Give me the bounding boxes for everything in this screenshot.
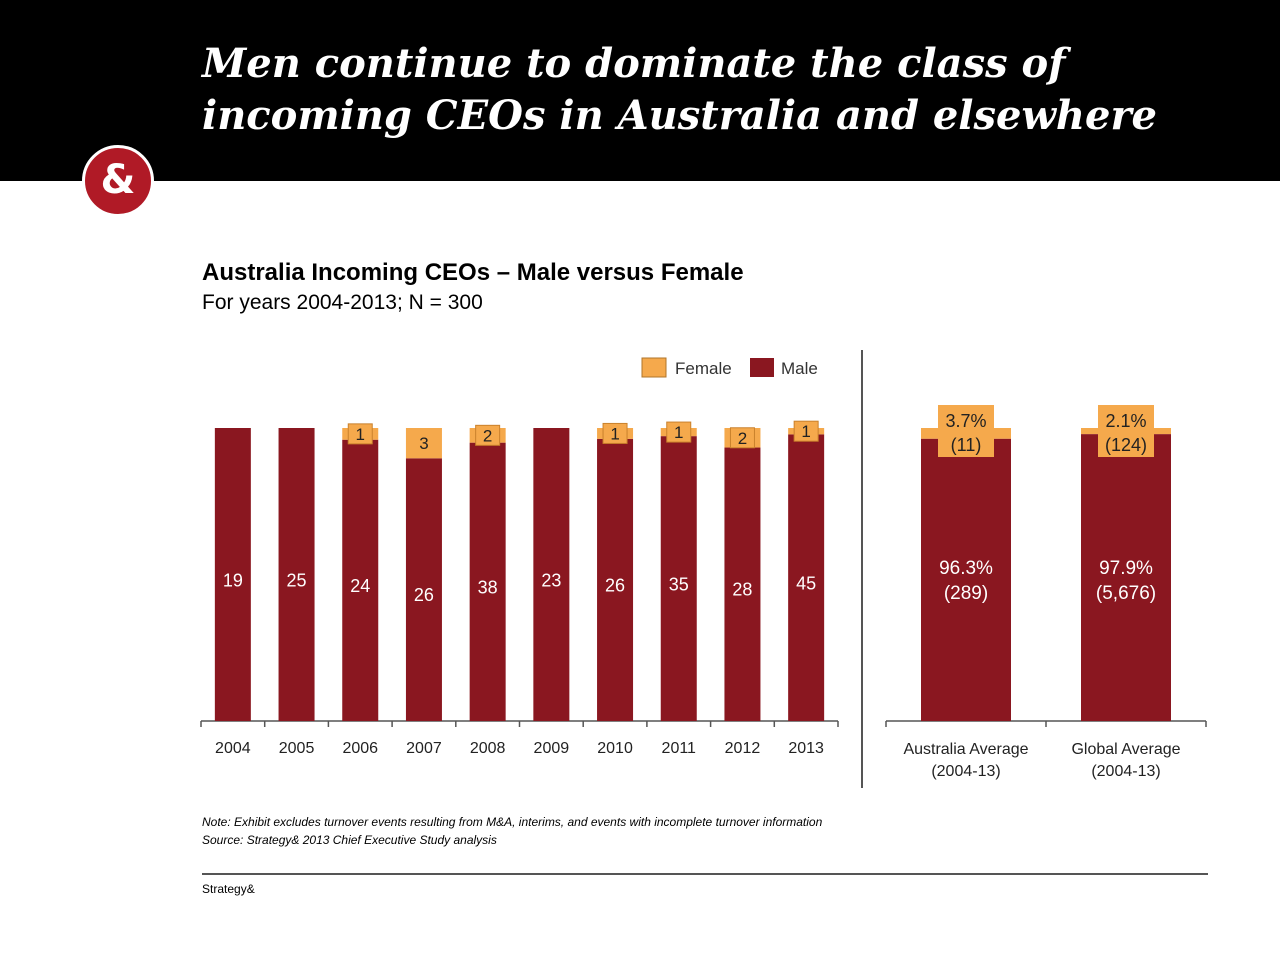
female-label-box-global xyxy=(1098,405,1154,457)
female-label-box-2011 xyxy=(666,421,692,443)
x-tick-label-2007: 2007 xyxy=(406,740,442,757)
bar-male-global xyxy=(1081,434,1171,721)
female-label-box-2012 xyxy=(729,427,755,449)
female-label-box-australia xyxy=(938,405,994,457)
x-tick-label-2013: 2013 xyxy=(788,740,824,757)
male-value-label-2005: 25 xyxy=(287,570,307,590)
yearly-bar-chart: 19 2004 25 2005 1 24 2006 3 26 2007 2 38 2008 23 2009 1… xyxy=(200,420,839,757)
x-tick-label-2008: 2008 xyxy=(470,740,506,757)
legend-label-male: Male xyxy=(781,359,818,378)
male-value-label-2011: 35 xyxy=(669,574,689,594)
bar-male-2008 xyxy=(469,442,506,721)
male-percent-label-global: 97.9% xyxy=(1099,558,1153,579)
female-value-label-2013: 1 xyxy=(801,422,810,441)
female-value-label-2006: 1 xyxy=(356,425,365,444)
male-count-label-australia: (289) xyxy=(944,583,988,604)
category-period-label-australia: (2004-13) xyxy=(931,763,1000,780)
bar-male-2004 xyxy=(214,428,251,721)
footnote-source: Source: Strategy& 2013 Chief Executive S… xyxy=(202,833,497,847)
bar-male-2009 xyxy=(533,428,570,721)
legend-label-female: Female xyxy=(675,359,732,378)
legend-swatch-female xyxy=(641,357,667,378)
chart-subtitle: For years 2004-2013; N = 300 xyxy=(202,291,483,314)
x-tick-label-2012: 2012 xyxy=(725,740,761,757)
male-value-label-2013: 45 xyxy=(796,573,816,593)
legend: Female Male xyxy=(641,357,818,378)
bar-female-2007 xyxy=(405,428,442,459)
female-label-box-2006 xyxy=(347,423,373,445)
female-label-box-2010 xyxy=(602,422,628,444)
x-tick-label-2009: 2009 xyxy=(534,740,570,757)
headline-line-2: incoming CEOs in Australia and elsewhere xyxy=(202,92,1157,139)
x-tick-label-2004: 2004 xyxy=(215,740,251,757)
bar-male-2005 xyxy=(278,428,315,721)
female-count-label-australia: (11) xyxy=(951,435,982,455)
bar-male-2011 xyxy=(660,436,697,721)
footer-brand: Strategy& xyxy=(202,882,255,896)
male-value-label-2007: 26 xyxy=(414,585,434,605)
male-value-label-2006: 24 xyxy=(350,576,370,596)
male-value-label-2012: 28 xyxy=(732,580,752,600)
female-value-label-2007: 3 xyxy=(419,434,428,453)
headline-line-1: Men continue to dominate the class of xyxy=(202,40,1066,87)
bar-male-2006 xyxy=(342,439,379,721)
bar-male-2013 xyxy=(788,434,825,721)
ampersand-logo-icon: & xyxy=(82,145,154,217)
female-value-label-2008: 2 xyxy=(483,426,492,445)
average-bar-chart: 3.7% (11) 96.3% (289) Australia Average (2004… xyxy=(885,405,1207,780)
male-value-label-2010: 26 xyxy=(605,576,625,596)
bar-male-2012 xyxy=(724,447,761,721)
male-value-label-2009: 23 xyxy=(541,570,561,590)
chart-title: Australia Incoming CEOs – Male versus Fe… xyxy=(202,259,744,286)
header-bar: Men continue to dominate the class of in… xyxy=(0,0,1280,181)
footer-divider xyxy=(202,873,1208,875)
footnote-note: Note: Exhibit excludes turnover events r… xyxy=(202,815,823,829)
bar-male-2007 xyxy=(405,458,442,721)
legend-swatch-male xyxy=(750,358,774,377)
x-tick-label-2011: 2011 xyxy=(662,740,697,757)
female-value-label-2010: 1 xyxy=(610,424,619,443)
x-tick-label-2006: 2006 xyxy=(342,740,378,757)
female-value-label-2012: 2 xyxy=(738,429,747,448)
male-percent-label-australia: 96.3% xyxy=(939,558,993,579)
female-count-label-global: (124) xyxy=(1105,435,1147,455)
category-label-global: Global Average xyxy=(1071,741,1180,758)
x-tick-label-2005: 2005 xyxy=(279,740,315,757)
female-value-label-2011: 1 xyxy=(674,423,683,442)
x-tick-label-2010: 2010 xyxy=(597,740,633,757)
female-label-box-2008 xyxy=(475,424,501,446)
male-count-label-global: (5,676) xyxy=(1096,583,1156,604)
category-period-label-global: (2004-13) xyxy=(1091,763,1160,780)
female-percent-label-australia: 3.7% xyxy=(945,411,986,431)
male-value-label-2008: 38 xyxy=(478,577,498,597)
female-percent-label-global: 2.1% xyxy=(1105,411,1146,431)
male-value-label-2004: 19 xyxy=(223,570,243,590)
female-label-box-2013 xyxy=(793,420,819,442)
category-label-australia: Australia Average xyxy=(903,741,1028,758)
bar-male-2010 xyxy=(597,438,634,721)
bar-male-australia xyxy=(921,438,1011,721)
